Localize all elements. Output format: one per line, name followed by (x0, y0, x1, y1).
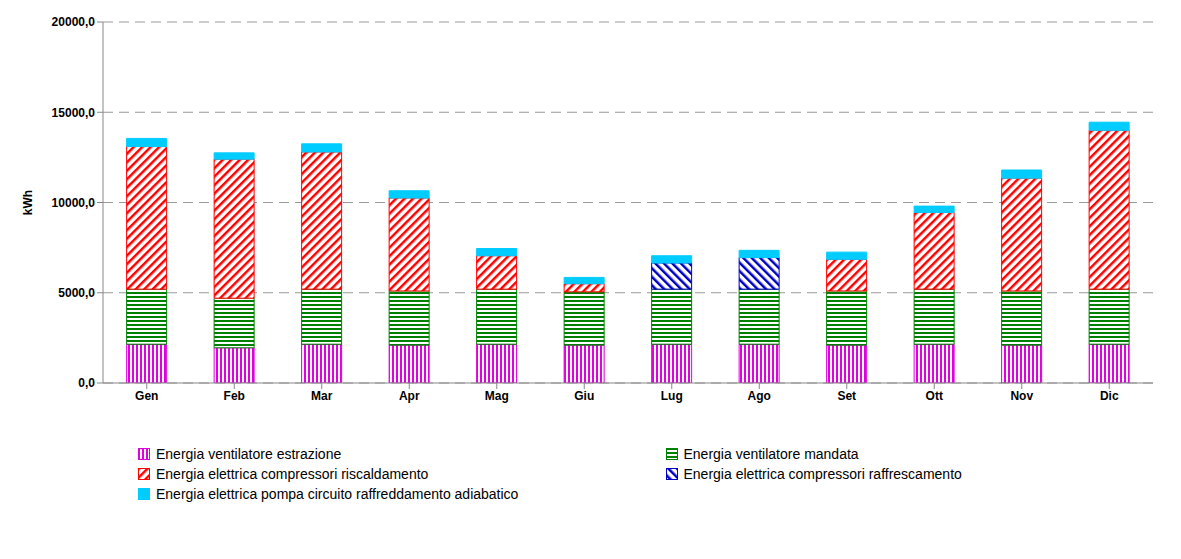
svg-text:Ago: Ago (748, 389, 771, 403)
svg-text:Apr: Apr (399, 389, 420, 403)
svg-text:kWh: kWh (21, 190, 35, 215)
svg-text:Gen: Gen (135, 389, 158, 403)
html-text:Energia elettrica pompa circui: Energia elettrica pompa circuito raffred… (156, 486, 519, 502)
svg-text:10000,0: 10000,0 (52, 196, 96, 210)
svg-text:Giu: Giu (574, 389, 594, 403)
svg-text:Mag: Mag (485, 389, 509, 403)
html-text:Energia ventilatore estrazione: Energia ventilatore estrazione (156, 446, 342, 462)
svg-text:Nov: Nov (1010, 389, 1033, 403)
html-text:Energia elettrica compressori: Energia elettrica compressori riscaldame… (156, 466, 429, 482)
svg-text:Ott: Ott (926, 389, 943, 403)
svg-text:Set: Set (837, 389, 856, 403)
svg-text:0,0: 0,0 (78, 376, 95, 390)
svg-text:Dic: Dic (1100, 389, 1119, 403)
svg-text:15000,0: 15000,0 (52, 106, 96, 120)
svg-text:5000,0: 5000,0 (58, 286, 95, 300)
svg-text:20000,0: 20000,0 (52, 15, 96, 29)
html-text:Energia ventilatore mandata: Energia ventilatore mandata (683, 446, 859, 462)
svg-text:Mar: Mar (311, 389, 333, 403)
svg-text:Feb: Feb (224, 389, 245, 403)
html-text:Energia elettrica compressori: Energia elettrica compressori raffrescam… (683, 466, 962, 482)
svg-text:Lug: Lug (661, 389, 683, 403)
